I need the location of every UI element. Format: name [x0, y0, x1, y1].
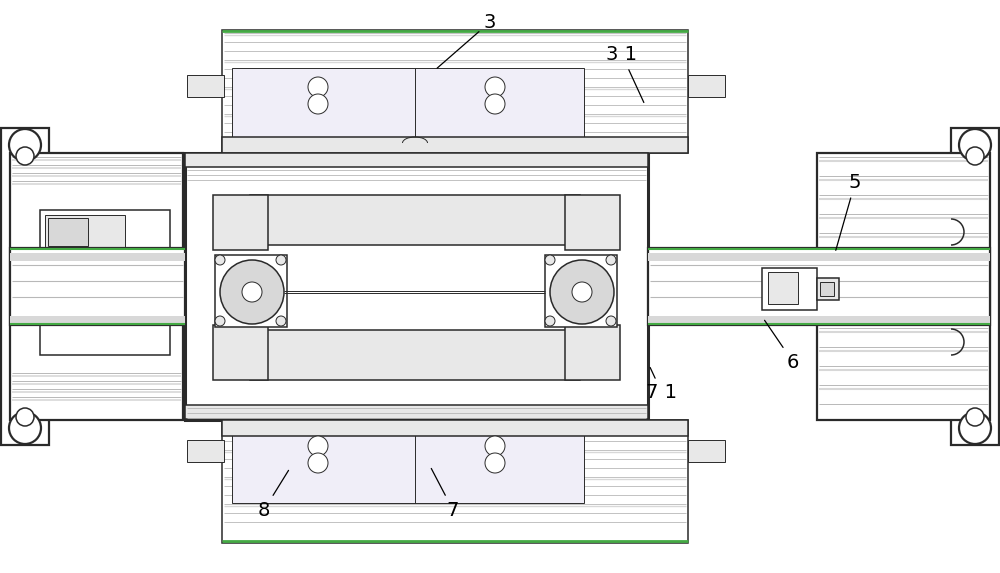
- Bar: [10, 253, 185, 261]
- Circle shape: [276, 316, 286, 326]
- Text: 8: 8: [258, 470, 289, 520]
- Bar: [545, 255, 617, 327]
- Bar: [648, 253, 990, 261]
- Bar: [222, 420, 688, 543]
- Bar: [187, 75, 224, 97]
- Circle shape: [308, 436, 328, 456]
- Bar: [48, 218, 88, 246]
- Circle shape: [572, 282, 592, 302]
- Bar: [565, 195, 620, 250]
- Circle shape: [16, 147, 34, 165]
- Circle shape: [485, 436, 505, 456]
- Circle shape: [308, 94, 328, 114]
- Bar: [213, 325, 268, 380]
- Bar: [45, 215, 125, 270]
- Circle shape: [9, 412, 41, 444]
- Circle shape: [606, 255, 616, 265]
- Bar: [648, 316, 990, 324]
- Bar: [688, 440, 725, 462]
- Bar: [45, 280, 125, 315]
- Circle shape: [215, 255, 225, 265]
- Circle shape: [220, 260, 284, 324]
- Bar: [130, 268, 148, 298]
- Circle shape: [276, 255, 286, 265]
- Bar: [250, 330, 580, 380]
- Circle shape: [550, 260, 614, 324]
- Bar: [40, 210, 170, 355]
- Circle shape: [545, 316, 555, 326]
- Circle shape: [959, 129, 991, 161]
- Circle shape: [16, 408, 34, 426]
- Circle shape: [308, 77, 328, 97]
- Text: 6: 6: [765, 320, 799, 371]
- Bar: [648, 248, 990, 325]
- Circle shape: [966, 408, 984, 426]
- Circle shape: [485, 94, 505, 114]
- Bar: [232, 68, 584, 143]
- Bar: [762, 268, 817, 310]
- Bar: [48, 284, 83, 304]
- Circle shape: [606, 316, 616, 326]
- Circle shape: [485, 77, 505, 97]
- Bar: [222, 137, 688, 153]
- Text: 3: 3: [437, 13, 496, 68]
- Bar: [817, 153, 990, 420]
- Bar: [688, 75, 725, 97]
- Bar: [187, 440, 224, 462]
- Circle shape: [485, 453, 505, 473]
- Bar: [185, 153, 648, 167]
- Circle shape: [215, 316, 225, 326]
- Bar: [10, 153, 183, 420]
- Text: 3 1: 3 1: [606, 45, 644, 103]
- Circle shape: [966, 147, 984, 165]
- Circle shape: [308, 453, 328, 473]
- Bar: [10, 316, 185, 324]
- Text: 7: 7: [431, 469, 459, 520]
- Bar: [232, 428, 584, 503]
- Bar: [565, 325, 620, 380]
- Bar: [817, 278, 839, 300]
- Bar: [222, 420, 688, 436]
- Circle shape: [959, 412, 991, 444]
- Bar: [213, 195, 268, 250]
- Bar: [133, 276, 143, 290]
- Bar: [250, 195, 580, 245]
- Text: 5: 5: [836, 174, 861, 250]
- Bar: [185, 153, 648, 420]
- Bar: [222, 30, 688, 153]
- Bar: [951, 128, 999, 445]
- Circle shape: [545, 255, 555, 265]
- Bar: [1, 128, 49, 445]
- Bar: [820, 282, 834, 296]
- Bar: [768, 272, 798, 304]
- Bar: [10, 248, 185, 325]
- Bar: [215, 255, 287, 327]
- Text: 7 1: 7 1: [646, 367, 678, 402]
- Circle shape: [242, 282, 262, 302]
- Bar: [185, 405, 648, 419]
- Circle shape: [9, 129, 41, 161]
